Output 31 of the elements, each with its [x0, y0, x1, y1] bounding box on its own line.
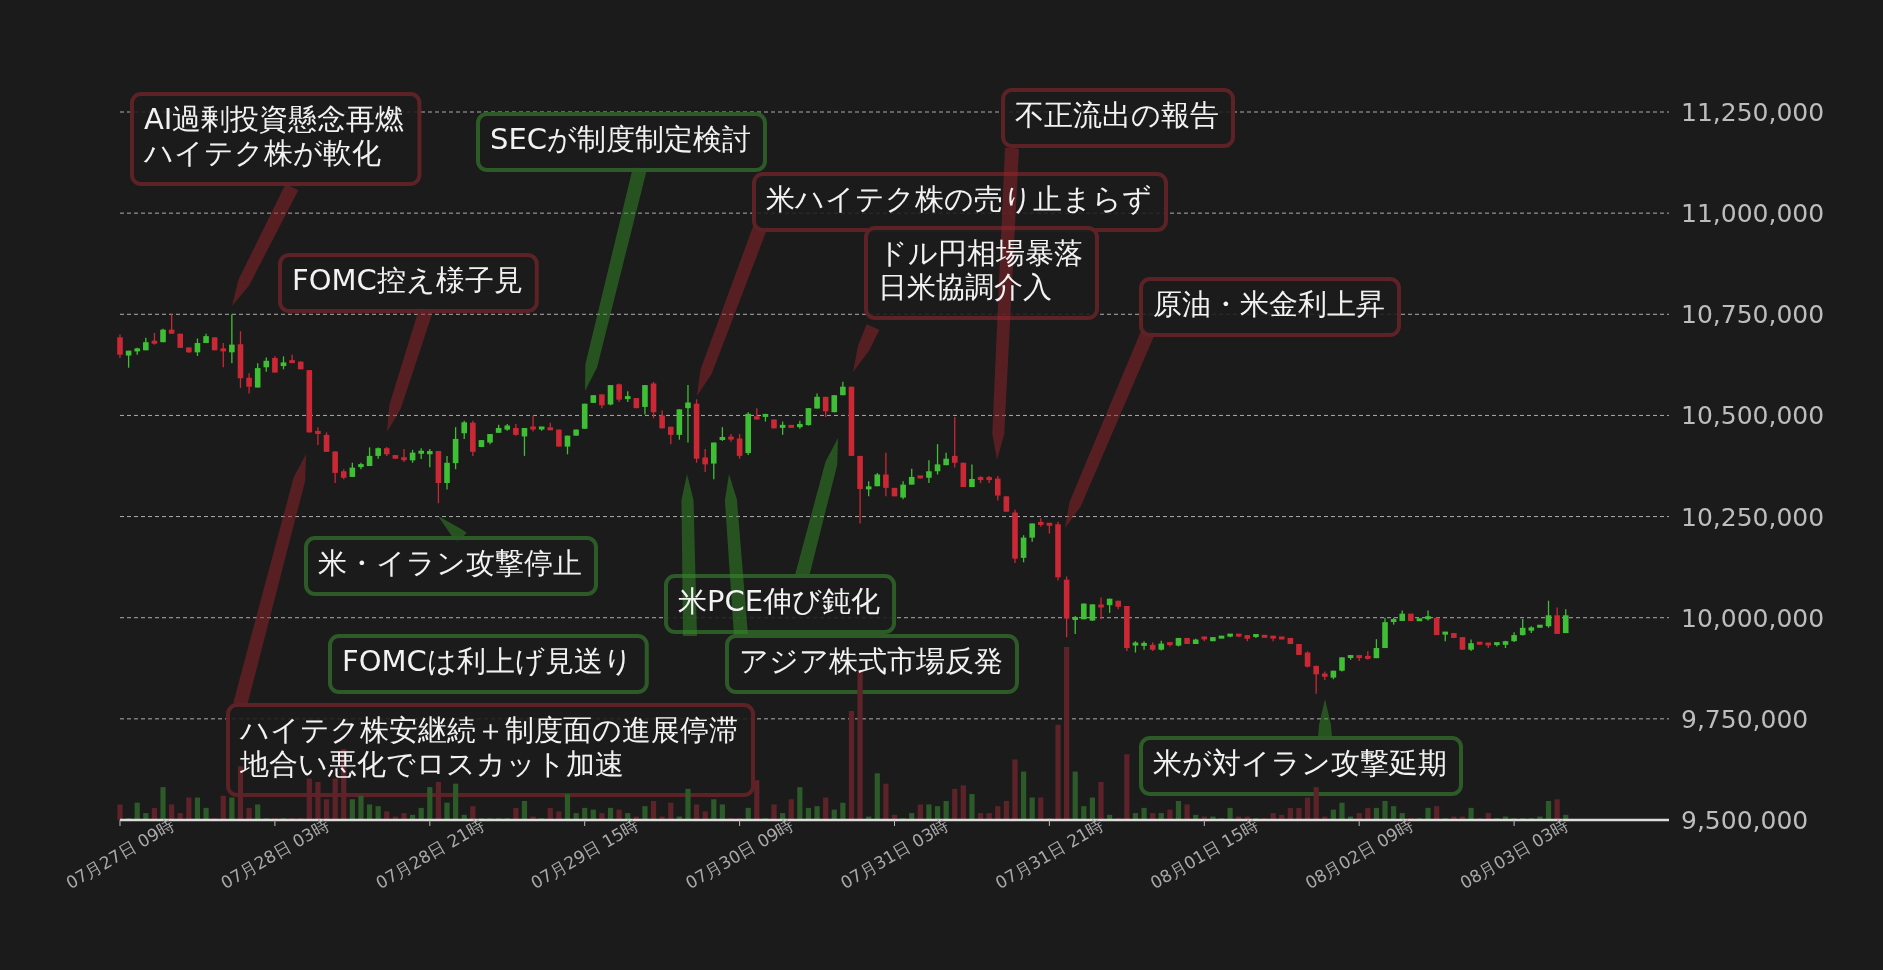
y-tick-label: 11,000,000 — [1681, 199, 1825, 229]
annotation: FOMCは利上げ見送り — [342, 644, 633, 678]
x-tick-label: 08月01日 15時 — [1146, 815, 1262, 893]
x-tick-label: 07月31日 21時 — [991, 815, 1107, 893]
annotation: AI過剰投資懸念再燃ハイテク株が軟化 — [143, 102, 405, 170]
annotation: 米が対イラン攻撃延期 — [1153, 746, 1447, 780]
x-tick-label: 07月28日 03時 — [217, 815, 333, 893]
y-tick-label: 10,500,000 — [1681, 401, 1825, 431]
annotation: ハイテク株安継続＋制度面の進展停滞地合い悪化でロスカット加速 — [239, 713, 738, 781]
x-tick-label: 07月31日 03時 — [836, 815, 953, 893]
x-tick-label: 07月28日 21時 — [372, 815, 488, 893]
y-tick-label: 9,750,000 — [1681, 704, 1809, 734]
y-tick-label: 10,000,000 — [1681, 603, 1825, 633]
annotation: 米ハイテク株の売り止まらず — [766, 182, 1152, 216]
annotation: アジア株式市場反発 — [739, 644, 1003, 678]
y-tick-label: 10,750,000 — [1681, 300, 1825, 330]
x-tick-label: 07月30日 09時 — [682, 815, 798, 893]
x-tick-label: 07月29日 15時 — [527, 815, 643, 893]
y-tick-label: 11,250,000 — [1681, 98, 1825, 127]
annotation: 原油・米金利上昇 — [1153, 287, 1385, 321]
x-tick-label: 08月02日 09時 — [1301, 815, 1417, 893]
annotation: 不正流出の報告 — [1015, 98, 1219, 132]
x-tick-label: 07月27日 09時 — [62, 815, 178, 893]
y-tick-label: 9,500,000 — [1681, 806, 1809, 835]
annotation: ドル円相場暴落日米協調介入 — [878, 236, 1083, 304]
y-tick-label: 10,250,000 — [1681, 502, 1825, 532]
annotation: SECが制度制定検討 — [490, 122, 751, 156]
x-tick-label: 08月03日 03時 — [1456, 815, 1572, 893]
annotation: FOMC控え様子見 — [292, 263, 523, 297]
annotation: 米PCE伸び鈍化 — [678, 584, 881, 618]
annotation: 米・イラン攻撃停止 — [318, 546, 582, 580]
